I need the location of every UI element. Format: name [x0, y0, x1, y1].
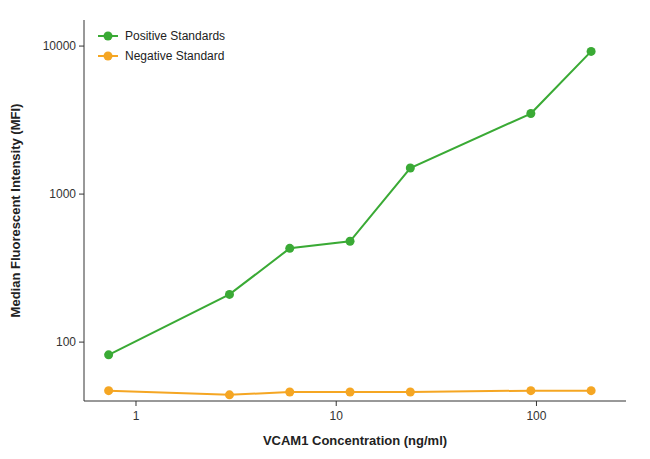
y-axis-label: Median Fluorescent Intensity (MFI)	[8, 104, 23, 318]
y-axis-line	[84, 20, 85, 401]
y-tick-label: 10000	[43, 39, 77, 53]
data-point	[406, 164, 415, 173]
y-tick	[79, 342, 84, 343]
y-tick	[79, 194, 84, 195]
data-point	[526, 109, 535, 118]
data-point	[225, 390, 234, 399]
data-point	[285, 244, 294, 253]
series-line	[109, 51, 592, 354]
data-point	[225, 290, 234, 299]
chart: 1 10 100 100 1000 10000 VCAM1 Concentration (n…	[0, 0, 650, 459]
y-tick-label: 100	[56, 335, 76, 349]
x-axis-line	[84, 401, 626, 402]
legend-swatch	[104, 52, 113, 61]
y-tick	[79, 46, 84, 47]
x-axis-label: VCAM1 Concentration (ng/ml)	[263, 433, 447, 448]
data-point	[104, 386, 113, 395]
legend-label: Negative Standard	[125, 49, 224, 63]
data-point	[587, 386, 596, 395]
x-tick-label: 100	[526, 409, 546, 423]
data-point	[285, 388, 294, 397]
data-point	[346, 388, 355, 397]
x-tick	[536, 401, 537, 406]
data-point	[346, 237, 355, 246]
legend: Positive Standards Negative Standard	[98, 29, 225, 63]
data-point	[526, 386, 535, 395]
y-tick-label: 1000	[49, 187, 76, 201]
data-point	[104, 350, 113, 359]
legend-label: Positive Standards	[125, 29, 225, 43]
plot-area	[104, 47, 596, 399]
x-tick-label: 1	[133, 409, 140, 423]
data-point	[406, 388, 415, 397]
data-point	[587, 47, 596, 56]
x-tick	[336, 401, 337, 406]
x-tick-label: 10	[330, 409, 344, 423]
x-tick	[135, 401, 136, 406]
legend-swatch	[104, 32, 113, 41]
